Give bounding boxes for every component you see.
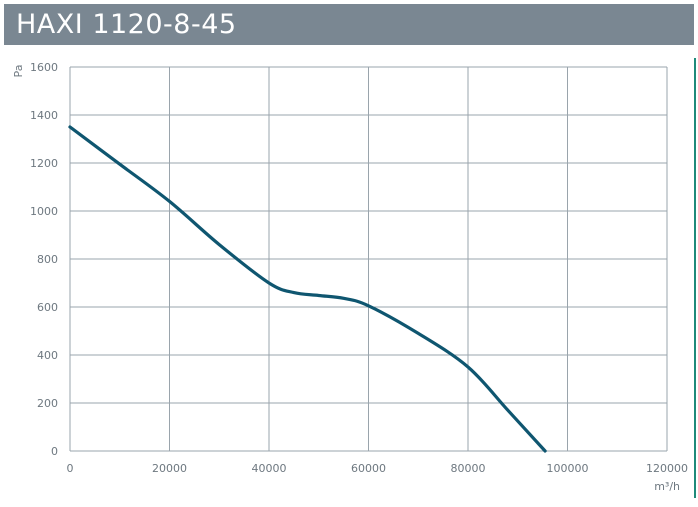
x-tick-label: 120000 <box>646 462 688 475</box>
x-tick-label: 40000 <box>252 462 287 475</box>
x-tick-label: 80000 <box>451 462 486 475</box>
y-tick-label: 200 <box>37 397 58 410</box>
y-tick-label: 1000 <box>30 205 58 218</box>
y-tick-label: 1600 <box>30 61 58 74</box>
x-axis-label: m³/h <box>654 480 680 493</box>
x-tick-label: 60000 <box>351 462 386 475</box>
grid-layer <box>69 66 668 452</box>
y-tick-label: 0 <box>51 445 58 458</box>
y-axis-label: Pa <box>12 65 25 78</box>
chart-header: HAXI 1120-8-45 <box>4 4 694 45</box>
chart-title: HAXI 1120-8-45 <box>16 9 237 40</box>
y-tick-label: 600 <box>37 301 58 314</box>
x-tick-label: 0 <box>67 462 74 475</box>
y-tick-label: 1200 <box>30 157 58 170</box>
y-tick-label: 1400 <box>30 109 58 122</box>
x-tick-label: 20000 <box>152 462 187 475</box>
series-layer <box>68 125 547 453</box>
x-tick-label: 100000 <box>547 462 589 475</box>
y-tick-label: 400 <box>37 349 58 362</box>
y-tick-label: 800 <box>37 253 58 266</box>
accent-line <box>694 58 696 498</box>
tick-layer: 0 20000 40000 60000 80000 100000 120000 0 200 400… <box>30 61 688 475</box>
series-line-0 <box>68 125 547 453</box>
